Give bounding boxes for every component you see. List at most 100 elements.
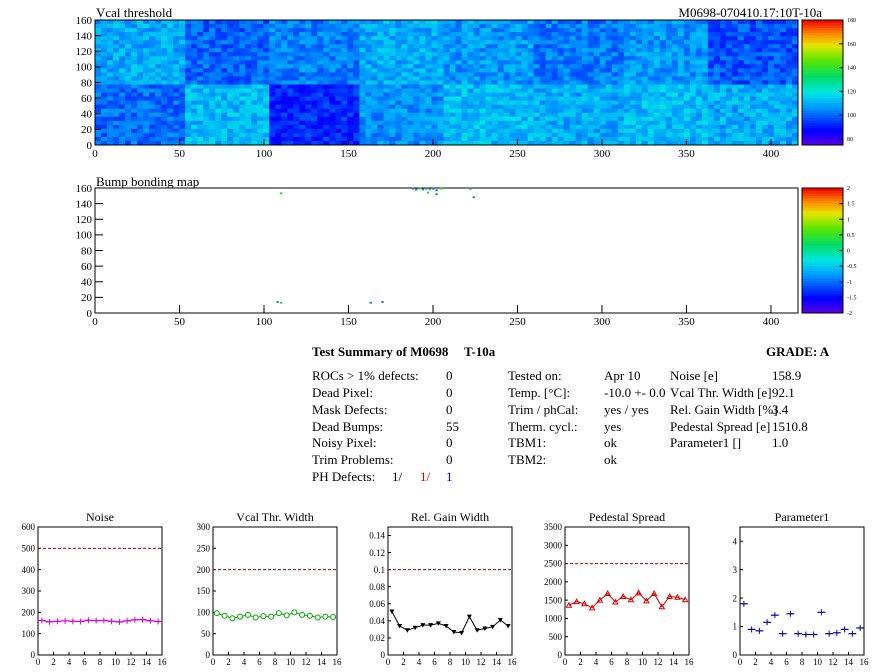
- threshold-pixel-cell: [449, 124, 456, 130]
- threshold-pixel-cell: [131, 44, 138, 49]
- threshold-pixel-cell: [713, 124, 721, 130]
- threshold-pixel-cell: [173, 124, 180, 130]
- threshold-pixel-cell: [593, 120, 601, 126]
- colorbar-cell: [802, 245, 843, 249]
- threshold-pixel-cell: [431, 44, 438, 49]
- threshold-pixel-cell: [551, 80, 559, 85]
- threshold-pixel-cell: [371, 120, 378, 126]
- threshold-pixel-cell: [293, 60, 300, 65]
- threshold-pixel-cell: [455, 80, 462, 85]
- threshold-pixel-cell: [203, 80, 210, 85]
- threshold-pixel-cell: [113, 104, 120, 110]
- threshold-pixel-cell: [227, 60, 234, 65]
- threshold-pixel-cell: [413, 60, 420, 65]
- threshold-pixel-cell: [617, 48, 625, 53]
- threshold-pixel-cell: [563, 56, 571, 61]
- threshold-pixel-cell: [785, 88, 793, 93]
- threshold-pixel-cell: [785, 24, 793, 29]
- threshold-pixel-cell: [401, 140, 408, 146]
- threshold-pixel-cell: [359, 52, 366, 57]
- threshold-pixel-cell: [359, 104, 366, 110]
- threshold-pixel-cell: [533, 72, 541, 77]
- threshold-pixel-cell: [671, 72, 679, 77]
- threshold-pixel-cell: [137, 92, 144, 98]
- threshold-pixel-cell: [443, 92, 450, 98]
- threshold-pixel-cell: [767, 84, 775, 89]
- threshold-pixel-cell: [557, 48, 565, 53]
- threshold-pixel-cell: [455, 128, 462, 134]
- threshold-pixel-cell: [311, 88, 318, 93]
- threshold-pixel-cell: [677, 128, 685, 134]
- threshold-pixel-cell: [233, 24, 240, 29]
- threshold-pixel-cell: [335, 64, 342, 69]
- threshold-pixel-cell: [233, 48, 240, 53]
- threshold-pixel-cell: [737, 116, 745, 122]
- threshold-pixel-cell: [317, 64, 324, 69]
- threshold-pixel-cell: [737, 112, 745, 118]
- threshold-pixel-cell: [299, 132, 306, 138]
- threshold-pixel-cell: [383, 124, 390, 130]
- threshold-pixel-cell: [527, 76, 535, 81]
- threshold-pixel-cell: [395, 92, 402, 98]
- threshold-pixel-cell: [167, 88, 174, 93]
- threshold-pixel-cell: [593, 140, 601, 146]
- threshold-pixel-cell: [713, 36, 721, 41]
- threshold-pixel-cell: [305, 52, 312, 57]
- threshold-pixel-cell: [533, 116, 541, 122]
- threshold-pixel-cell: [611, 28, 619, 33]
- threshold-pixel-cell: [641, 140, 649, 146]
- threshold-pixel-cell: [557, 108, 565, 114]
- threshold-pixel-cell: [467, 80, 474, 85]
- threshold-pixel-cell: [341, 44, 348, 49]
- threshold-pixel-cell: [143, 64, 150, 69]
- threshold-pixel-cell: [431, 140, 438, 146]
- threshold-pixel-cell: [119, 84, 126, 89]
- threshold-pixel-cell: [395, 124, 402, 130]
- threshold-pixel-cell: [575, 40, 583, 45]
- threshold-pixel-cell: [191, 72, 198, 77]
- threshold-pixel-cell: [671, 92, 679, 98]
- threshold-pixel-cell: [791, 24, 799, 29]
- colorbar-cell: [802, 248, 843, 251]
- colorbar-cell: [802, 220, 843, 224]
- threshold-pixel-cell: [305, 124, 312, 130]
- summary-plot-title: Pedestal Spread: [589, 510, 665, 524]
- threshold-pixel-cell: [377, 100, 384, 106]
- threshold-pixel-cell: [599, 36, 607, 41]
- threshold-pixel-cell: [509, 44, 516, 49]
- threshold-pixel-cell: [755, 36, 763, 41]
- threshold-pixel-cell: [191, 52, 198, 57]
- threshold-pixel-cell: [743, 56, 751, 61]
- threshold-pixel-cell: [755, 64, 763, 69]
- threshold-pixel-cell: [263, 56, 270, 61]
- threshold-pixel-cell: [221, 128, 228, 134]
- threshold-pixel-cell: [287, 100, 294, 106]
- y-tick-label: 200: [22, 607, 36, 617]
- threshold-pixel-cell: [641, 24, 649, 29]
- threshold-pixel-cell: [383, 120, 390, 126]
- threshold-pixel-cell: [755, 60, 763, 65]
- threshold-pixel-cell: [521, 112, 529, 118]
- threshold-pixel-cell: [629, 100, 637, 106]
- threshold-pixel-cell: [773, 136, 781, 142]
- threshold-pixel-cell: [221, 48, 228, 53]
- threshold-pixel-cell: [257, 112, 264, 118]
- threshold-pixel-cell: [371, 52, 378, 57]
- threshold-pixel-cell: [425, 32, 432, 37]
- threshold-pixel-cell: [791, 56, 799, 61]
- threshold-pixel-cell: [587, 96, 595, 102]
- threshold-pixel-cell: [359, 108, 366, 114]
- threshold-pixel-cell: [299, 92, 306, 98]
- threshold-pixel-cell: [191, 64, 198, 69]
- x-tick-label: 14: [844, 657, 854, 667]
- threshold-pixel-cell: [527, 116, 535, 122]
- threshold-pixel-cell: [653, 68, 661, 73]
- threshold-pixel-cell: [647, 124, 655, 130]
- threshold-pixel-cell: [575, 100, 583, 106]
- threshold-pixel-cell: [383, 92, 390, 98]
- threshold-pixel-cell: [173, 120, 180, 126]
- y-tick-label: 400: [22, 565, 36, 575]
- threshold-pixel-cell: [287, 92, 294, 98]
- threshold-pixel-cell: [467, 40, 474, 45]
- threshold-pixel-cell: [533, 100, 541, 106]
